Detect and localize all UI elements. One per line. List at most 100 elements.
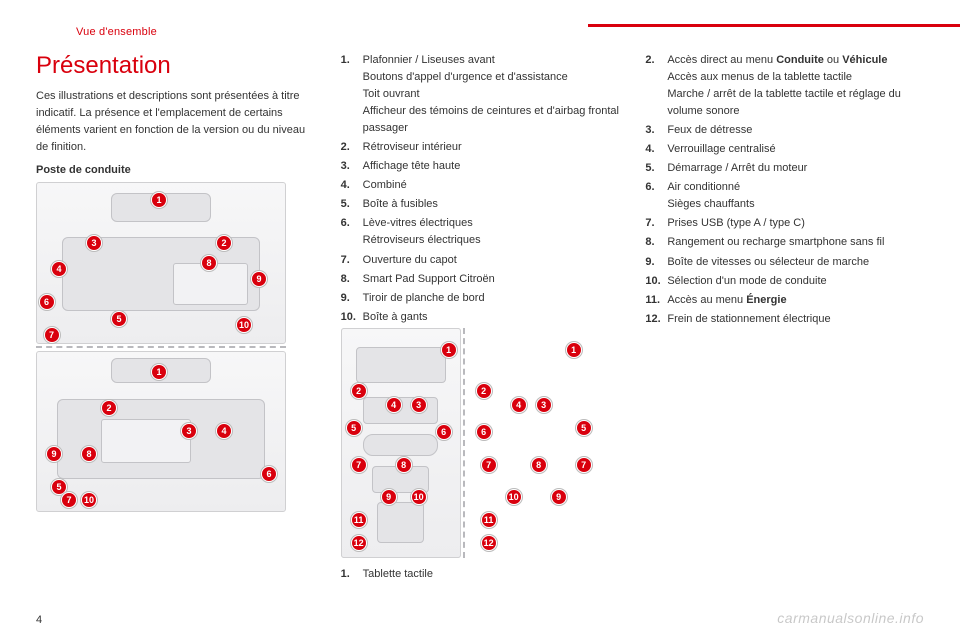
list-number: 6. [341, 215, 363, 249]
list-number: 5. [341, 196, 363, 213]
list-number: 9. [341, 290, 363, 307]
list-text: Affichage tête haute [363, 158, 620, 175]
list-text: Combiné [363, 177, 620, 194]
list-text: Sélection d'un mode de conduite [667, 273, 924, 290]
list-number: 12. [645, 311, 667, 328]
callout-marker: 5 [346, 420, 362, 436]
list-item: 8.Rangement ou recharge smartphone sans … [645, 234, 924, 251]
header-accent-bar [588, 24, 960, 27]
callout-marker: 2 [216, 235, 232, 251]
column-3: 2.Accès direct au menu Conduite ou Véhic… [645, 52, 924, 585]
list-number: 11. [645, 292, 667, 309]
callout-marker: 12 [481, 535, 497, 551]
list-item: 3.Feux de détresse [645, 122, 924, 139]
list-number: 8. [645, 234, 667, 251]
list-item: 2.Accès direct au menu Conduite ou Véhic… [645, 52, 924, 120]
callout-marker: 8 [201, 255, 217, 271]
diagram2-divider [463, 328, 465, 558]
list-text: Smart Pad Support Citroën [363, 271, 620, 288]
list-item: 1.Plafonnier / Liseuses avantBoutons d'a… [341, 52, 620, 137]
callout-marker: 3 [181, 423, 197, 439]
callout-marker: 7 [576, 457, 592, 473]
list-text: Accès au menu Énergie [667, 292, 924, 309]
watermark: carmanualsonline.info [777, 610, 924, 626]
list-text: Verrouillage centralisé [667, 141, 924, 158]
list-text: Ouverture du capot [363, 252, 620, 269]
callout-marker: 11 [481, 512, 497, 528]
list-text: Accès direct au menu Conduite ou Véhicul… [667, 52, 924, 120]
callout-marker: 1 [151, 192, 167, 208]
callout-marker: 5 [111, 311, 127, 327]
list-text: Tablette tactile [363, 566, 620, 583]
list-item: 1.Tablette tactile [341, 566, 620, 583]
callout-marker: 9 [381, 489, 397, 505]
callout-marker: 3 [536, 397, 552, 413]
list-text: Lève-vitres électriquesRétroviseurs élec… [363, 215, 620, 249]
callout-marker: 10 [506, 489, 522, 505]
callout-marker: 3 [86, 235, 102, 251]
page-title: Présentation [36, 52, 315, 80]
list-item: 9.Tiroir de planche de bord [341, 290, 620, 307]
callout-marker: 7 [481, 457, 497, 473]
diagram-divider [36, 346, 286, 349]
callout-marker: 12 [351, 535, 367, 551]
feature-list-col3: 2.Accès direct au menu Conduite ou Véhic… [645, 52, 924, 328]
list-item: 11.Accès au menu Énergie [645, 292, 924, 309]
callout-marker: 7 [351, 457, 367, 473]
list-item: 6.Air conditionnéSièges chauffants [645, 179, 924, 213]
callout-marker: 2 [351, 383, 367, 399]
callout-marker: 4 [511, 397, 527, 413]
callout-marker: 10 [411, 489, 427, 505]
list-text: Frein de stationnement électrique [667, 311, 924, 328]
list-number: 5. [645, 160, 667, 177]
list-number: 2. [341, 139, 363, 156]
list-item: 8.Smart Pad Support Citroën [341, 271, 620, 288]
list-item: 12.Frein de stationnement électrique [645, 311, 924, 328]
list-text: Boîte de vitesses ou sélecteur de marche [667, 254, 924, 271]
list-number: 6. [645, 179, 667, 213]
callout-marker: 2 [476, 383, 492, 399]
list-text: Boîte à fusibles [363, 196, 620, 213]
list-item: 4.Combiné [341, 177, 620, 194]
callout-marker: 6 [39, 294, 55, 310]
column-2: 1.Plafonnier / Liseuses avantBoutons d'a… [341, 52, 620, 585]
list-number: 7. [645, 215, 667, 232]
page-number: 4 [36, 614, 42, 626]
callout-marker: 4 [216, 423, 232, 439]
columns: Présentation Ces illustrations et descri… [36, 52, 924, 585]
callout-marker: 1 [566, 342, 582, 358]
list-item: 5.Démarrage / Arrêt du moteur [645, 160, 924, 177]
page: Vue d'ensemble Présentation Ces illustra… [0, 0, 960, 640]
list-number: 3. [645, 122, 667, 139]
callout-marker: 8 [396, 457, 412, 473]
list-number: 1. [341, 52, 363, 137]
section-header: Vue d'ensemble [76, 26, 924, 38]
callout-marker: 6 [261, 466, 277, 482]
callout-marker: 3 [411, 397, 427, 413]
list-text: Rétroviseur intérieur [363, 139, 620, 156]
list-number: 10. [341, 309, 363, 326]
list-item: 3.Affichage tête haute [341, 158, 620, 175]
callout-marker: 1 [151, 364, 167, 380]
diagram-driving-position: 1234567891012345678910 [36, 182, 286, 512]
list-number: 7. [341, 252, 363, 269]
subhead-poste: Poste de conduite [36, 164, 315, 176]
callout-marker: 11 [351, 512, 367, 528]
callout-marker: 4 [386, 397, 402, 413]
callout-marker: 2 [101, 400, 117, 416]
list-text: Plafonnier / Liseuses avantBoutons d'app… [363, 52, 620, 137]
list-text: Air conditionnéSièges chauffants [667, 179, 924, 213]
callout-marker: 8 [531, 457, 547, 473]
list-item: 10.Boîte à gants [341, 309, 620, 326]
list-number: 4. [645, 141, 667, 158]
list-item: 7.Prises USB (type A / type C) [645, 215, 924, 232]
list-number: 10. [645, 273, 667, 290]
callout-marker: 9 [551, 489, 567, 505]
list-item: 10.Sélection d'un mode de conduite [645, 273, 924, 290]
list-number: 3. [341, 158, 363, 175]
callout-marker: 6 [476, 424, 492, 440]
column-1: Présentation Ces illustrations et descri… [36, 52, 315, 585]
list-number: 2. [645, 52, 667, 120]
feature-list-col2: 1.Plafonnier / Liseuses avantBoutons d'a… [341, 52, 620, 326]
list-item: 2.Rétroviseur intérieur [341, 139, 620, 156]
